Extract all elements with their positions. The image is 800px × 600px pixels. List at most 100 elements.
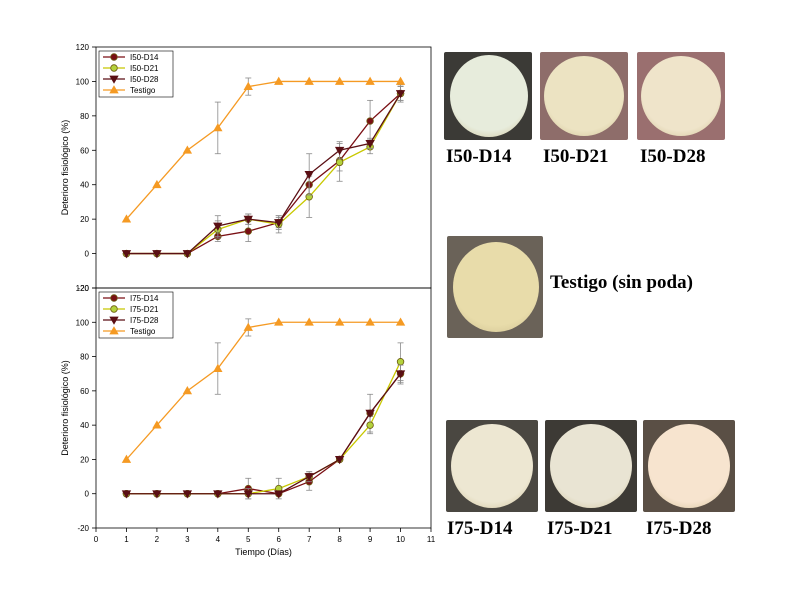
legend-box: [98, 291, 174, 339]
x-tick-label: 11: [427, 535, 436, 544]
data-point: [121, 250, 132, 259]
y-tick-label: -20: [77, 524, 89, 533]
series-i50-d28: [121, 86, 406, 259]
legend-box: [98, 50, 174, 98]
data-point: [366, 117, 374, 125]
data-point: [213, 123, 223, 132]
legend-marker: [110, 305, 118, 313]
series-line: [126, 373, 402, 495]
caption-i50-d21: I50-D21: [543, 146, 609, 167]
data-point: [152, 179, 162, 189]
photo-testigo: [447, 236, 543, 338]
data-point: [182, 145, 193, 154]
data-point: [304, 473, 314, 482]
data-point: [243, 215, 253, 224]
x-tick-label: 1: [124, 535, 129, 544]
data-point: [395, 317, 406, 326]
y-tick-label: 100: [76, 77, 90, 86]
x-tick-label: 7: [307, 535, 312, 544]
data-point: [182, 386, 193, 395]
caption-i75-d21: I75-D21: [547, 518, 613, 539]
legend-marker: [109, 85, 119, 94]
data-point: [274, 317, 284, 326]
caption-testigo: Testigo (sin poda): [550, 272, 693, 293]
data-point: [243, 81, 253, 90]
data-point: [365, 139, 375, 149]
y-tick-label: 60: [80, 387, 89, 396]
data-point: [334, 76, 345, 85]
y-tick-label: 0: [85, 490, 90, 499]
data-point: [395, 76, 406, 85]
data-point: [274, 490, 284, 499]
series-i75-d21: [122, 342, 405, 500]
data-point: [243, 322, 253, 331]
data-point: [334, 317, 345, 326]
data-point: [304, 170, 314, 180]
data-point: [366, 421, 374, 429]
data-point: [365, 76, 375, 85]
y-tick-label: 120: [76, 284, 90, 293]
data-point: [395, 370, 406, 379]
data-point: [365, 317, 375, 326]
data-point: [274, 76, 284, 85]
data-point: [334, 146, 345, 156]
legend-label: Testigo: [130, 86, 156, 95]
series-testigo: [121, 317, 406, 463]
x-tick-label: 0: [94, 535, 99, 544]
x-tick-label: 3: [185, 535, 190, 544]
data-point: [152, 250, 162, 259]
caption-i50-d14: I50-D14: [446, 146, 512, 167]
series-line: [125, 321, 401, 460]
data-point: [182, 490, 193, 499]
data-point: [396, 358, 405, 366]
x-tick-label: 5: [246, 535, 251, 544]
data-point: [152, 420, 162, 429]
photo-i75-d21: [545, 420, 637, 512]
x-tick-label: 9: [368, 535, 373, 544]
series-line: [126, 93, 402, 255]
data-point: [335, 158, 344, 167]
legend-label: I75-D21: [130, 305, 159, 314]
y-tick-label: 40: [80, 181, 89, 190]
photo-i75-d28: [643, 420, 735, 512]
legend-marker: [109, 316, 119, 325]
data-point: [334, 456, 345, 465]
series-line: [125, 80, 401, 220]
data-point: [121, 490, 132, 499]
y-tick-label: 60: [80, 146, 89, 155]
data-point: [213, 363, 223, 372]
data-point: [395, 90, 406, 99]
legend-marker: [110, 53, 118, 61]
chart-panel-1: -20 0 20 40 60 80 100 120 Deterioro fisiológico …: [60, 43, 432, 293]
data-point: [152, 490, 162, 499]
y-tick-label: 80: [80, 353, 89, 362]
y-tick-label: 20: [80, 455, 89, 464]
data-point: [213, 222, 223, 231]
series-testigo: [121, 76, 406, 223]
x-tick-label: 2: [155, 535, 160, 544]
legend-marker: [110, 294, 118, 302]
data-point: [244, 227, 252, 235]
y-tick-label: 0: [85, 250, 90, 259]
y-tick-label: 100: [76, 318, 90, 327]
x-tick-label: 4: [216, 535, 221, 544]
y-tick-label: 40: [80, 421, 89, 430]
data-point: [304, 317, 314, 326]
caption-i75-d14: I75-D14: [447, 518, 513, 539]
legend-label: I50-D14: [130, 53, 159, 62]
series-i75-d28: [121, 364, 406, 499]
y-tick-label: 120: [76, 43, 90, 52]
data-point: [304, 76, 314, 85]
series-i50-d21: [122, 84, 405, 258]
legend-marker: [109, 326, 119, 335]
legend-label: I50-D28: [130, 75, 159, 84]
photo-i50-d21: [540, 52, 628, 140]
legend-label: Testigo: [130, 327, 156, 336]
legend-label: I75-D14: [130, 294, 159, 303]
series-i75-d14: [122, 363, 405, 500]
series-i50-d14: [122, 86, 405, 258]
x-tick-label: 6: [277, 535, 282, 544]
caption-i50-d28: I50-D28: [640, 146, 706, 167]
series-line: [126, 361, 402, 495]
data-point: [365, 409, 375, 418]
